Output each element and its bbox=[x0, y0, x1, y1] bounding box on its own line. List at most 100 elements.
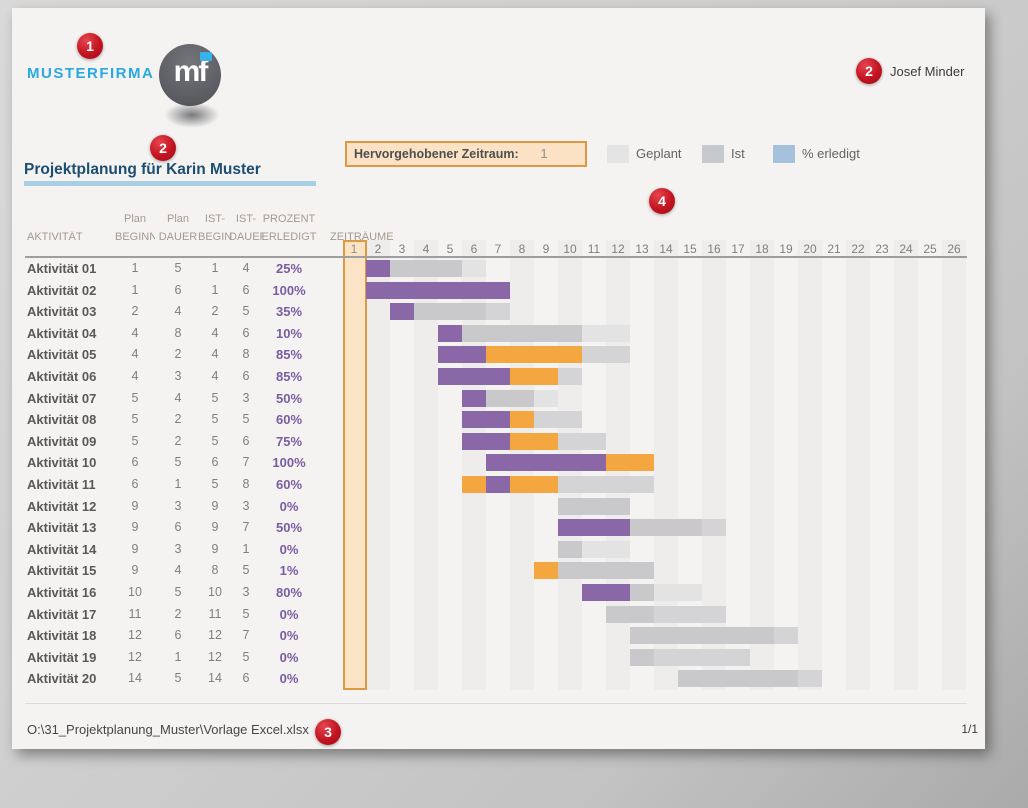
ist-dauer-cell[interactable]: 4 bbox=[242, 261, 250, 275]
plan-dauer-cell[interactable]: 5 bbox=[174, 261, 182, 275]
ist-beginn-cell[interactable]: 11 bbox=[208, 606, 222, 621]
plan-dauer-cell[interactable]: 2 bbox=[174, 347, 182, 362]
prozent-erledigt-cell[interactable]: 25% bbox=[275, 261, 303, 276]
plan-dauer-cell[interactable]: 5 bbox=[174, 671, 182, 686]
plan-beginn-cell[interactable]: 5 bbox=[131, 390, 139, 405]
activity-name-cell[interactable]: Aktivität 19 bbox=[27, 649, 97, 665]
prozent-erledigt-cell[interactable]: 60% bbox=[275, 477, 303, 492]
plan-dauer-cell[interactable]: 6 bbox=[174, 628, 182, 643]
prozent-erledigt-cell[interactable]: 100% bbox=[272, 455, 306, 471]
plan-beginn-cell[interactable]: 5 bbox=[131, 412, 139, 427]
ist-dauer-cell[interactable]: 5 bbox=[242, 606, 250, 621]
activity-name-cell[interactable]: Aktivität 16 bbox=[27, 585, 97, 600]
activity-name-cell[interactable]: Aktivität 12 bbox=[27, 498, 97, 514]
plan-dauer-cell[interactable]: 5 bbox=[174, 455, 182, 470]
prozent-erledigt-cell[interactable]: 85% bbox=[275, 369, 303, 384]
ist-beginn-cell[interactable]: 5 bbox=[211, 433, 219, 448]
plan-dauer-cell[interactable]: 1 bbox=[174, 649, 182, 664]
plan-beginn-cell[interactable]: 4 bbox=[131, 325, 139, 340]
prozent-erledigt-cell[interactable]: 60% bbox=[275, 412, 303, 428]
ist-dauer-cell[interactable]: 8 bbox=[242, 347, 250, 362]
activity-name-cell[interactable]: Aktivität 06 bbox=[27, 369, 97, 384]
plan-dauer-cell[interactable]: 6 bbox=[174, 520, 182, 535]
prozent-erledigt-cell[interactable]: 1% bbox=[279, 563, 299, 579]
ist-beginn-cell[interactable]: 12 bbox=[208, 649, 222, 664]
activity-name-cell[interactable]: Aktivität 15 bbox=[27, 563, 97, 579]
highlighted-period-value[interactable]: 1 bbox=[540, 146, 548, 161]
ist-beginn-cell[interactable]: 1 bbox=[211, 261, 219, 275]
ist-dauer-cell[interactable]: 7 bbox=[242, 628, 250, 643]
plan-beginn-cell[interactable]: 10 bbox=[128, 585, 142, 599]
plan-dauer-cell[interactable]: 4 bbox=[174, 304, 182, 319]
ist-beginn-cell[interactable]: 5 bbox=[211, 390, 219, 405]
plan-beginn-cell[interactable]: 9 bbox=[131, 520, 139, 535]
ist-dauer-cell[interactable]: 7 bbox=[242, 520, 250, 535]
plan-beginn-cell[interactable]: 14 bbox=[128, 671, 142, 686]
activity-name-cell[interactable]: Aktivität 18 bbox=[27, 628, 97, 644]
ist-beginn-cell[interactable]: 5 bbox=[211, 477, 219, 491]
ist-dauer-cell[interactable]: 3 bbox=[242, 498, 250, 513]
activity-name-cell[interactable]: Aktivität 17 bbox=[27, 606, 97, 622]
activity-name-cell[interactable]: Aktivität 13 bbox=[27, 520, 97, 536]
ist-dauer-cell[interactable]: 5 bbox=[242, 304, 250, 319]
activity-name-cell[interactable]: Aktivität 08 bbox=[27, 412, 97, 428]
ist-beginn-cell[interactable]: 9 bbox=[211, 520, 219, 535]
ist-dauer-cell[interactable]: 1 bbox=[242, 541, 250, 556]
prozent-erledigt-cell[interactable]: 80% bbox=[275, 585, 303, 600]
ist-dauer-cell[interactable]: 6 bbox=[242, 433, 250, 448]
prozent-erledigt-cell[interactable]: 0% bbox=[279, 606, 299, 622]
ist-beginn-cell[interactable]: 8 bbox=[211, 563, 219, 578]
plan-dauer-cell[interactable]: 3 bbox=[174, 369, 182, 383]
activity-name-cell[interactable]: Aktivität 10 bbox=[27, 455, 97, 471]
ist-beginn-cell[interactable]: 12 bbox=[208, 628, 222, 643]
prozent-erledigt-cell[interactable]: 100% bbox=[272, 282, 306, 298]
ist-dauer-cell[interactable]: 7 bbox=[242, 455, 250, 470]
plan-beginn-cell[interactable]: 12 bbox=[128, 649, 142, 664]
plan-beginn-cell[interactable]: 1 bbox=[131, 282, 139, 297]
ist-dauer-cell[interactable]: 6 bbox=[242, 325, 250, 340]
activity-name-cell[interactable]: Aktivität 09 bbox=[27, 433, 97, 449]
ist-beginn-cell[interactable]: 6 bbox=[211, 455, 219, 470]
prozent-erledigt-cell[interactable]: 0% bbox=[279, 498, 299, 514]
prozent-erledigt-cell[interactable]: 0% bbox=[279, 541, 299, 557]
activity-name-cell[interactable]: Aktivität 20 bbox=[27, 671, 97, 687]
plan-dauer-cell[interactable]: 2 bbox=[174, 606, 182, 621]
ist-dauer-cell[interactable]: 6 bbox=[242, 671, 250, 686]
plan-beginn-cell[interactable]: 9 bbox=[131, 498, 139, 513]
plan-dauer-cell[interactable]: 4 bbox=[174, 390, 182, 405]
plan-dauer-cell[interactable]: 3 bbox=[174, 498, 182, 513]
activity-name-cell[interactable]: Aktivität 11 bbox=[27, 477, 96, 492]
plan-beginn-cell[interactable]: 9 bbox=[131, 541, 139, 556]
plan-dauer-cell[interactable]: 2 bbox=[174, 433, 182, 448]
plan-dauer-cell[interactable]: 1 bbox=[174, 477, 182, 491]
plan-dauer-cell[interactable]: 2 bbox=[174, 412, 182, 427]
ist-beginn-cell[interactable]: 2 bbox=[211, 304, 219, 319]
plan-beginn-cell[interactable]: 6 bbox=[131, 455, 139, 470]
ist-beginn-cell[interactable]: 10 bbox=[208, 585, 222, 599]
ist-beginn-cell[interactable]: 1 bbox=[211, 282, 219, 297]
plan-beginn-cell[interactable]: 5 bbox=[131, 433, 139, 448]
ist-dauer-cell[interactable]: 5 bbox=[242, 563, 250, 578]
plan-beginn-cell[interactable]: 6 bbox=[131, 477, 139, 491]
ist-dauer-cell[interactable]: 6 bbox=[242, 282, 250, 297]
plan-beginn-cell[interactable]: 12 bbox=[128, 628, 142, 643]
ist-dauer-cell[interactable]: 6 bbox=[242, 369, 250, 383]
prozent-erledigt-cell[interactable]: 35% bbox=[275, 304, 303, 320]
ist-beginn-cell[interactable]: 9 bbox=[211, 498, 219, 513]
prozent-erledigt-cell[interactable]: 50% bbox=[275, 520, 303, 536]
plan-dauer-cell[interactable]: 4 bbox=[174, 563, 182, 578]
ist-beginn-cell[interactable]: 4 bbox=[211, 369, 219, 383]
activity-name-cell[interactable]: Aktivität 14 bbox=[27, 541, 97, 557]
ist-dauer-cell[interactable]: 3 bbox=[242, 585, 250, 599]
prozent-erledigt-cell[interactable]: 0% bbox=[279, 671, 299, 687]
plan-beginn-cell[interactable]: 9 bbox=[131, 563, 139, 578]
activity-name-cell[interactable]: Aktivität 01 bbox=[27, 261, 97, 276]
activity-name-cell[interactable]: Aktivität 02 bbox=[27, 282, 97, 298]
ist-beginn-cell[interactable]: 5 bbox=[211, 412, 219, 427]
plan-dauer-cell[interactable]: 6 bbox=[174, 282, 182, 297]
activity-name-cell[interactable]: Aktivität 05 bbox=[27, 347, 97, 363]
plan-beginn-cell[interactable]: 1 bbox=[131, 261, 139, 275]
ist-beginn-cell[interactable]: 4 bbox=[211, 325, 219, 340]
prozent-erledigt-cell[interactable]: 0% bbox=[279, 628, 299, 644]
plan-dauer-cell[interactable]: 3 bbox=[174, 541, 182, 556]
